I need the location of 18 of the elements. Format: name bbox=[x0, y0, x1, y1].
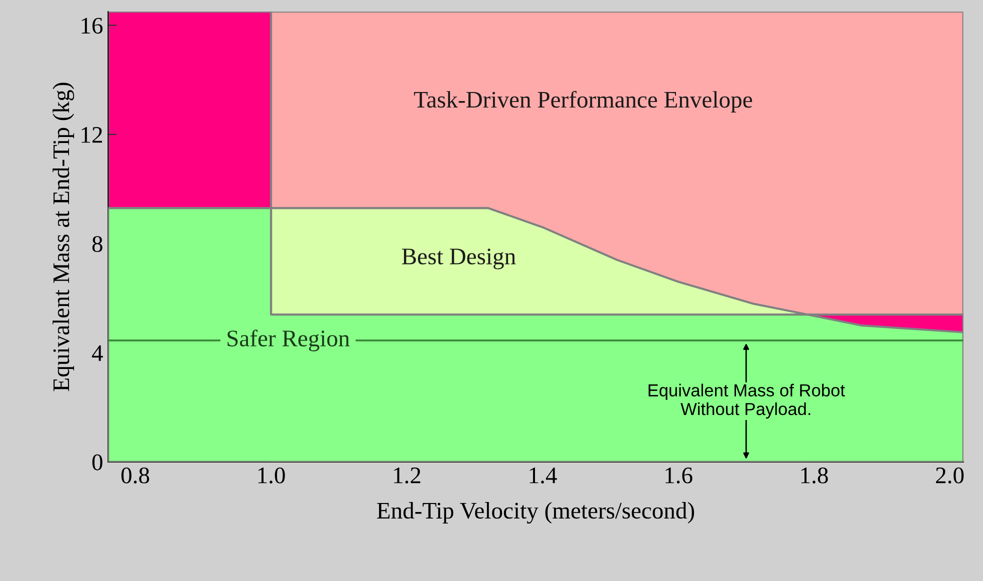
series-label: Safer Region bbox=[228, 330, 350, 352]
x-tick-label: 2.0 bbox=[936, 467, 964, 484]
x-tick-label: 1.6 bbox=[666, 468, 692, 484]
series-label: Best Design bbox=[402, 248, 516, 270]
y-tick-label: 0 bbox=[92, 454, 102, 470]
y-tick-label: 16 bbox=[82, 18, 103, 34]
x-tick-label: 0.8 bbox=[121, 467, 150, 484]
annotation: Equivalent Mass of Robot Without Payload. bbox=[648, 384, 845, 419]
x-tick-label: 1.8 bbox=[801, 467, 828, 484]
y-tick-label: 4 bbox=[92, 345, 103, 361]
x-tick-label: 1.0 bbox=[258, 467, 285, 484]
x-tick-label: 1.2 bbox=[394, 468, 420, 484]
x-tick-label: 1.4 bbox=[530, 468, 557, 484]
y-tick-label: 8 bbox=[92, 236, 102, 252]
y-tick-label: 12 bbox=[82, 126, 102, 143]
series-label: Task-Driven Performance Envelope bbox=[414, 90, 752, 112]
x-axis-title: End-Tip Velocity (meters/second) bbox=[377, 502, 694, 524]
y-axis-title: Equivalent Mass at End-Tip (kg) bbox=[52, 82, 74, 392]
